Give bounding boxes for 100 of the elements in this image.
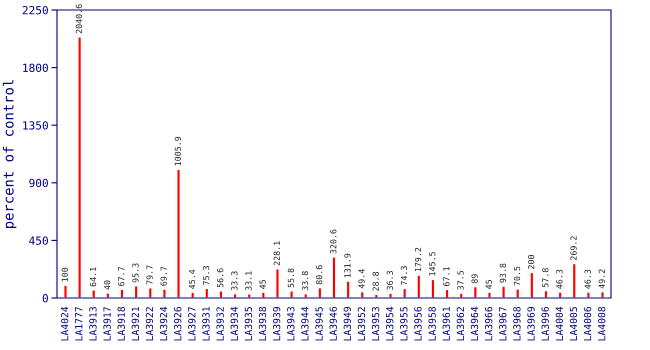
bar xyxy=(430,278,436,298)
bar xyxy=(402,288,408,298)
data-label: 49.2 xyxy=(598,269,605,288)
x-tick-label: LA3945 xyxy=(315,307,323,340)
data-label: 2040.6 xyxy=(76,4,82,34)
bar xyxy=(558,291,563,298)
bar xyxy=(501,285,506,298)
bar xyxy=(162,288,167,298)
bar xyxy=(444,288,450,298)
x-tick-label: LA3943 xyxy=(287,307,294,340)
bar xyxy=(472,286,478,298)
bar xyxy=(586,291,591,298)
bar xyxy=(77,36,82,298)
bar xyxy=(544,290,548,298)
x-tick-label: LA4024 xyxy=(60,306,68,340)
x-tick-label: LA4008 xyxy=(598,306,606,340)
data-label: 46.3 xyxy=(584,270,591,289)
data-label: 75.3 xyxy=(202,266,210,285)
data-label: 69.7 xyxy=(160,266,167,286)
data-label: 70.5 xyxy=(514,266,520,286)
bar xyxy=(91,289,96,298)
data-label: 37.5 xyxy=(457,270,464,290)
bar xyxy=(458,292,464,298)
y-tick-label: 900 xyxy=(29,178,48,188)
data-label: 95.3 xyxy=(132,263,139,282)
bar xyxy=(487,292,492,298)
x-tick-label: LA3917 xyxy=(103,307,111,340)
bar xyxy=(416,274,422,298)
y-axis-title: percent of control xyxy=(2,80,16,228)
x-tick-label: LA3952 xyxy=(358,307,366,340)
x-tick-label: LA3966 xyxy=(484,306,492,340)
data-label: 179.2 xyxy=(414,248,422,272)
x-tick-label: LA3953 xyxy=(372,307,380,340)
x-tick-label: LA3934 xyxy=(230,306,238,340)
bar xyxy=(260,292,266,298)
x-tick-label: LA3962 xyxy=(456,307,464,340)
x-tick-label: LA3968 xyxy=(513,306,521,340)
data-label: 56.6 xyxy=(217,268,224,288)
x-tick-label: LA3927 xyxy=(188,307,196,340)
data-label: 93.8 xyxy=(500,264,506,283)
x-tick-label: LA3996 xyxy=(541,306,549,340)
bar xyxy=(346,280,351,298)
bar xyxy=(105,292,110,298)
x-tick-label: LA4004 xyxy=(556,306,563,340)
x-tick-label: LA3913 xyxy=(89,307,97,340)
x-tick-label: LA3946 xyxy=(329,306,337,340)
bar xyxy=(275,268,280,298)
data-label: 49.4 xyxy=(358,269,365,288)
bar xyxy=(317,286,322,298)
bar xyxy=(332,256,336,298)
bar xyxy=(572,262,577,298)
data-label: 45 xyxy=(486,280,492,289)
x-tick-label: LA3969 xyxy=(527,306,535,340)
x-tick-label: LA3961 xyxy=(442,306,450,340)
x-tick-label: LA3939 xyxy=(272,306,280,340)
x-tick-label: LA4005 xyxy=(570,307,578,340)
y-tick-label: 1800 xyxy=(23,64,48,72)
data-label: 55.8 xyxy=(288,268,294,288)
data-label: 269.2 xyxy=(570,236,577,260)
data-label: 67.7 xyxy=(118,267,124,286)
data-label: 33.3 xyxy=(231,271,238,290)
bar xyxy=(529,272,534,298)
bar xyxy=(148,287,153,298)
x-tick-label: LA3949 xyxy=(344,306,351,340)
x-tick-label: LA3935 xyxy=(244,307,252,340)
x-tick-label: LA3924 xyxy=(160,306,168,340)
data-label: 57.8 xyxy=(542,268,548,288)
data-label: 45.4 xyxy=(188,270,196,289)
data-label: 89 xyxy=(471,274,478,284)
x-tick-label: LA3918 xyxy=(118,306,125,340)
x-tick-label: LA3932 xyxy=(216,307,224,340)
y-tick-label: 1350 xyxy=(23,121,48,130)
bar xyxy=(246,293,252,298)
data-label: 36.3 xyxy=(386,271,393,290)
data-label: 74.3 xyxy=(400,266,408,286)
bar xyxy=(600,291,605,298)
data-label: 33.8 xyxy=(302,271,308,290)
data-label: 79.7 xyxy=(146,265,153,284)
bar xyxy=(289,290,294,298)
x-tick-label: LA3938 xyxy=(258,306,266,340)
bar xyxy=(134,285,139,298)
x-tick-label: LA3958 xyxy=(428,306,436,340)
bar xyxy=(190,291,196,298)
data-label: 228.1 xyxy=(274,241,280,266)
x-tick-label: LA3956 xyxy=(414,306,422,340)
data-label: 28.8 xyxy=(372,272,379,291)
x-tick-label: LA3944 xyxy=(301,306,309,340)
bar xyxy=(388,292,393,298)
data-label: 46.3 xyxy=(556,270,563,289)
y-tick-label: 0 xyxy=(42,294,48,302)
data-label: 80.6 xyxy=(316,265,322,284)
data-label: 33.1 xyxy=(245,271,252,290)
data-label: 200 xyxy=(528,255,534,269)
data-label: 320.6 xyxy=(330,230,336,254)
bar xyxy=(232,293,238,298)
x-tick-label: LA3922 xyxy=(146,307,154,340)
x-tick-label: LA1777 xyxy=(75,307,82,340)
data-label: 64.1 xyxy=(90,267,96,286)
x-tick-label: LA3931 xyxy=(202,306,210,340)
x-tick-label: LA3926 xyxy=(174,306,182,340)
